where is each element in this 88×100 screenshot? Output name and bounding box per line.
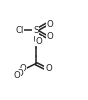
Text: O: O: [47, 32, 53, 41]
Text: O: O: [36, 37, 43, 46]
Text: O: O: [14, 71, 21, 80]
Text: O: O: [45, 64, 52, 73]
Text: Cl: Cl: [15, 26, 23, 35]
Text: O: O: [17, 69, 24, 78]
Text: O: O: [47, 20, 53, 29]
Text: S: S: [33, 26, 39, 35]
Text: O: O: [20, 64, 26, 73]
